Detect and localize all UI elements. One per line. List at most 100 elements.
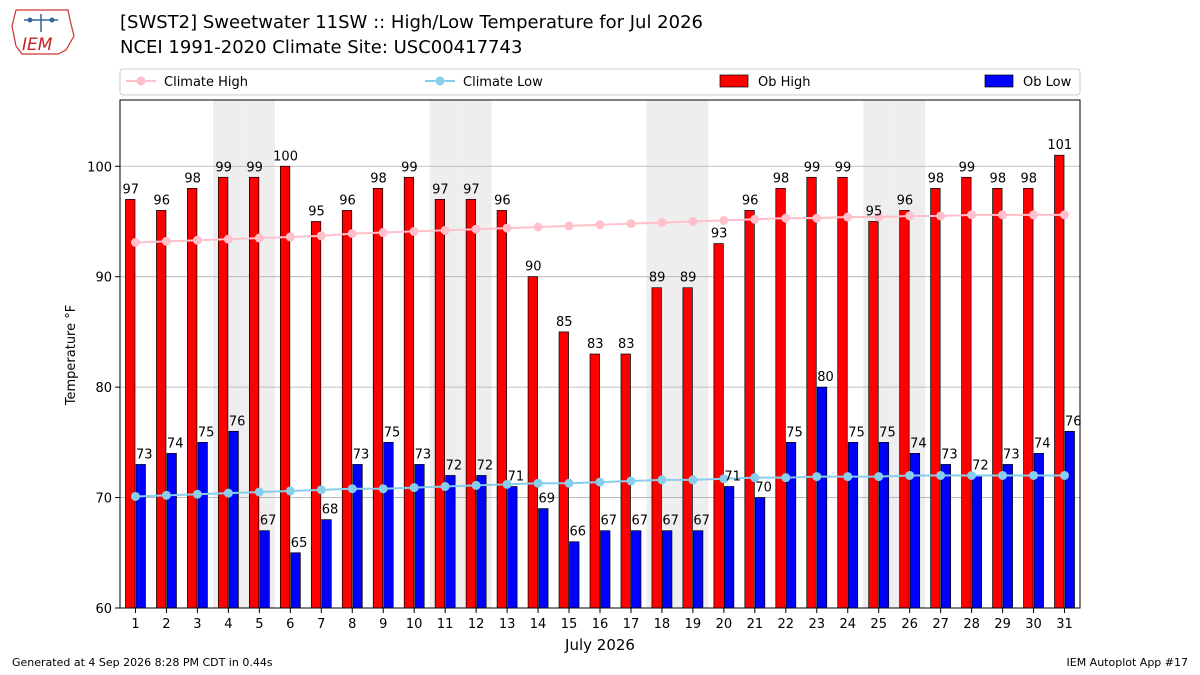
bar-ob-low: [166, 453, 177, 609]
climate-high-point: [843, 212, 853, 222]
ob-high-label: 101: [1047, 138, 1072, 153]
x-tick-label: 26: [901, 617, 918, 632]
bar-ob-high: [899, 210, 910, 609]
bar-ob-high: [372, 187, 384, 609]
climate-low-point: [967, 470, 977, 480]
legend-label: Climate Low: [463, 75, 543, 90]
climate-high-point: [998, 210, 1008, 220]
climate-high-point: [161, 236, 171, 246]
bar-ob-high: [651, 287, 662, 609]
bar-ob-high: [496, 210, 507, 609]
weekend-shade: [646, 100, 678, 608]
climate-low-point: [192, 489, 202, 499]
ob-low-label: 69: [539, 492, 556, 507]
ob-high-label: 95: [866, 204, 883, 219]
bar-ob-high: [992, 187, 1003, 609]
x-tick-label: 10: [406, 617, 423, 632]
climate-low-point: [471, 480, 481, 490]
ob-high-label: 85: [556, 315, 573, 330]
x-tick-label: 9: [379, 617, 387, 632]
climate-high-point: [502, 223, 512, 233]
y-axis-label: Temperature °F: [64, 305, 79, 406]
x-tick-label: 12: [468, 617, 485, 632]
x-tick-label: 20: [716, 617, 733, 632]
legend-marker: [136, 76, 146, 86]
climate-high-point: [905, 211, 915, 221]
ob-low-label: 67: [693, 514, 710, 529]
x-tick-label: 18: [654, 617, 671, 632]
bar-ob-low: [507, 486, 518, 609]
bar-ob-high: [682, 287, 693, 609]
climate-high-point: [1060, 210, 1070, 220]
y-tick-label: 60: [95, 602, 112, 617]
logo-text: IEM: [22, 35, 53, 55]
ob-high-label: 97: [122, 182, 139, 197]
legend-swatch: [719, 74, 749, 88]
climate-low-point: [595, 477, 605, 487]
x-tick-label: 17: [623, 617, 640, 632]
climate-low-point: [905, 470, 915, 480]
ob-low-label: 75: [198, 425, 215, 440]
y-tick-label: 80: [95, 381, 112, 396]
bar-ob-low: [476, 475, 487, 609]
ob-low-label: 75: [879, 425, 896, 440]
climate-high-point: [471, 224, 481, 234]
bar-ob-low: [662, 530, 673, 609]
ob-high-label: 96: [339, 193, 356, 208]
ob-low-label: 65: [291, 536, 308, 551]
climate-low-point: [1029, 470, 1039, 480]
legend-label: Ob Low: [1023, 75, 1072, 90]
bar-ob-low: [228, 430, 239, 609]
ob-low-label: 74: [1034, 436, 1051, 451]
x-tick-label: 15: [561, 617, 578, 632]
ob-low-label: 75: [384, 425, 401, 440]
climate-high-point: [533, 222, 543, 232]
bar-ob-low: [785, 441, 797, 609]
ob-low-label: 80: [817, 370, 834, 385]
bar-ob-high: [775, 187, 786, 609]
climate-low-point: [781, 473, 791, 483]
chart-title: [SWST2] Sweetwater 11SW :: High/Low Temp…: [120, 12, 703, 33]
bar-ob-low: [259, 530, 270, 609]
bar-ob-high: [187, 187, 198, 609]
footer-generated: Generated at 4 Sep 2026 8:28 PM CDT in 0…: [12, 656, 273, 669]
x-tick-label: 25: [870, 617, 887, 632]
climate-high-point: [285, 232, 295, 242]
ob-low-label: 76: [1065, 414, 1082, 429]
bar-ob-high: [1054, 154, 1065, 609]
ob-low-label: 73: [415, 447, 432, 462]
climate-high-point: [440, 225, 450, 235]
plot-frame: [119, 99, 1081, 609]
weekend-shade: [677, 100, 709, 608]
ob-high-label: 96: [494, 193, 511, 208]
weekend-shade: [243, 100, 275, 608]
ob-high-label: 83: [618, 337, 635, 352]
climate-high-point: [1029, 210, 1039, 220]
ob-low-label: 67: [631, 514, 648, 529]
x-tick-label: 13: [499, 617, 516, 632]
climate-low-point: [812, 472, 822, 482]
climate-low-point: [502, 479, 512, 489]
x-tick-label: 4: [224, 617, 232, 632]
ob-high-label: 99: [401, 160, 418, 175]
bar-ob-low: [135, 464, 146, 609]
x-tick-label: 21: [747, 617, 764, 632]
weekend-shade: [460, 100, 492, 608]
climate-high-point: [936, 211, 946, 221]
y-tick-label: 100: [87, 160, 112, 175]
bar-ob-low: [878, 441, 890, 609]
climate-high-point: [409, 226, 419, 236]
bar-ob-high: [125, 199, 136, 609]
ob-high-label: 99: [804, 160, 821, 175]
x-tick-label: 23: [809, 617, 826, 632]
iem-logo: IEM: [11, 9, 75, 55]
bar-ob-low: [445, 475, 456, 609]
bar-ob-high: [930, 187, 941, 609]
ob-low-label: 67: [662, 514, 679, 529]
x-tick-label: 22: [778, 617, 795, 632]
bar-ob-low: [971, 475, 982, 609]
climate-low-point: [998, 470, 1008, 480]
climate-high-point: [812, 213, 822, 223]
climate-low-point: [316, 485, 326, 495]
bar-ob-high: [434, 199, 446, 609]
